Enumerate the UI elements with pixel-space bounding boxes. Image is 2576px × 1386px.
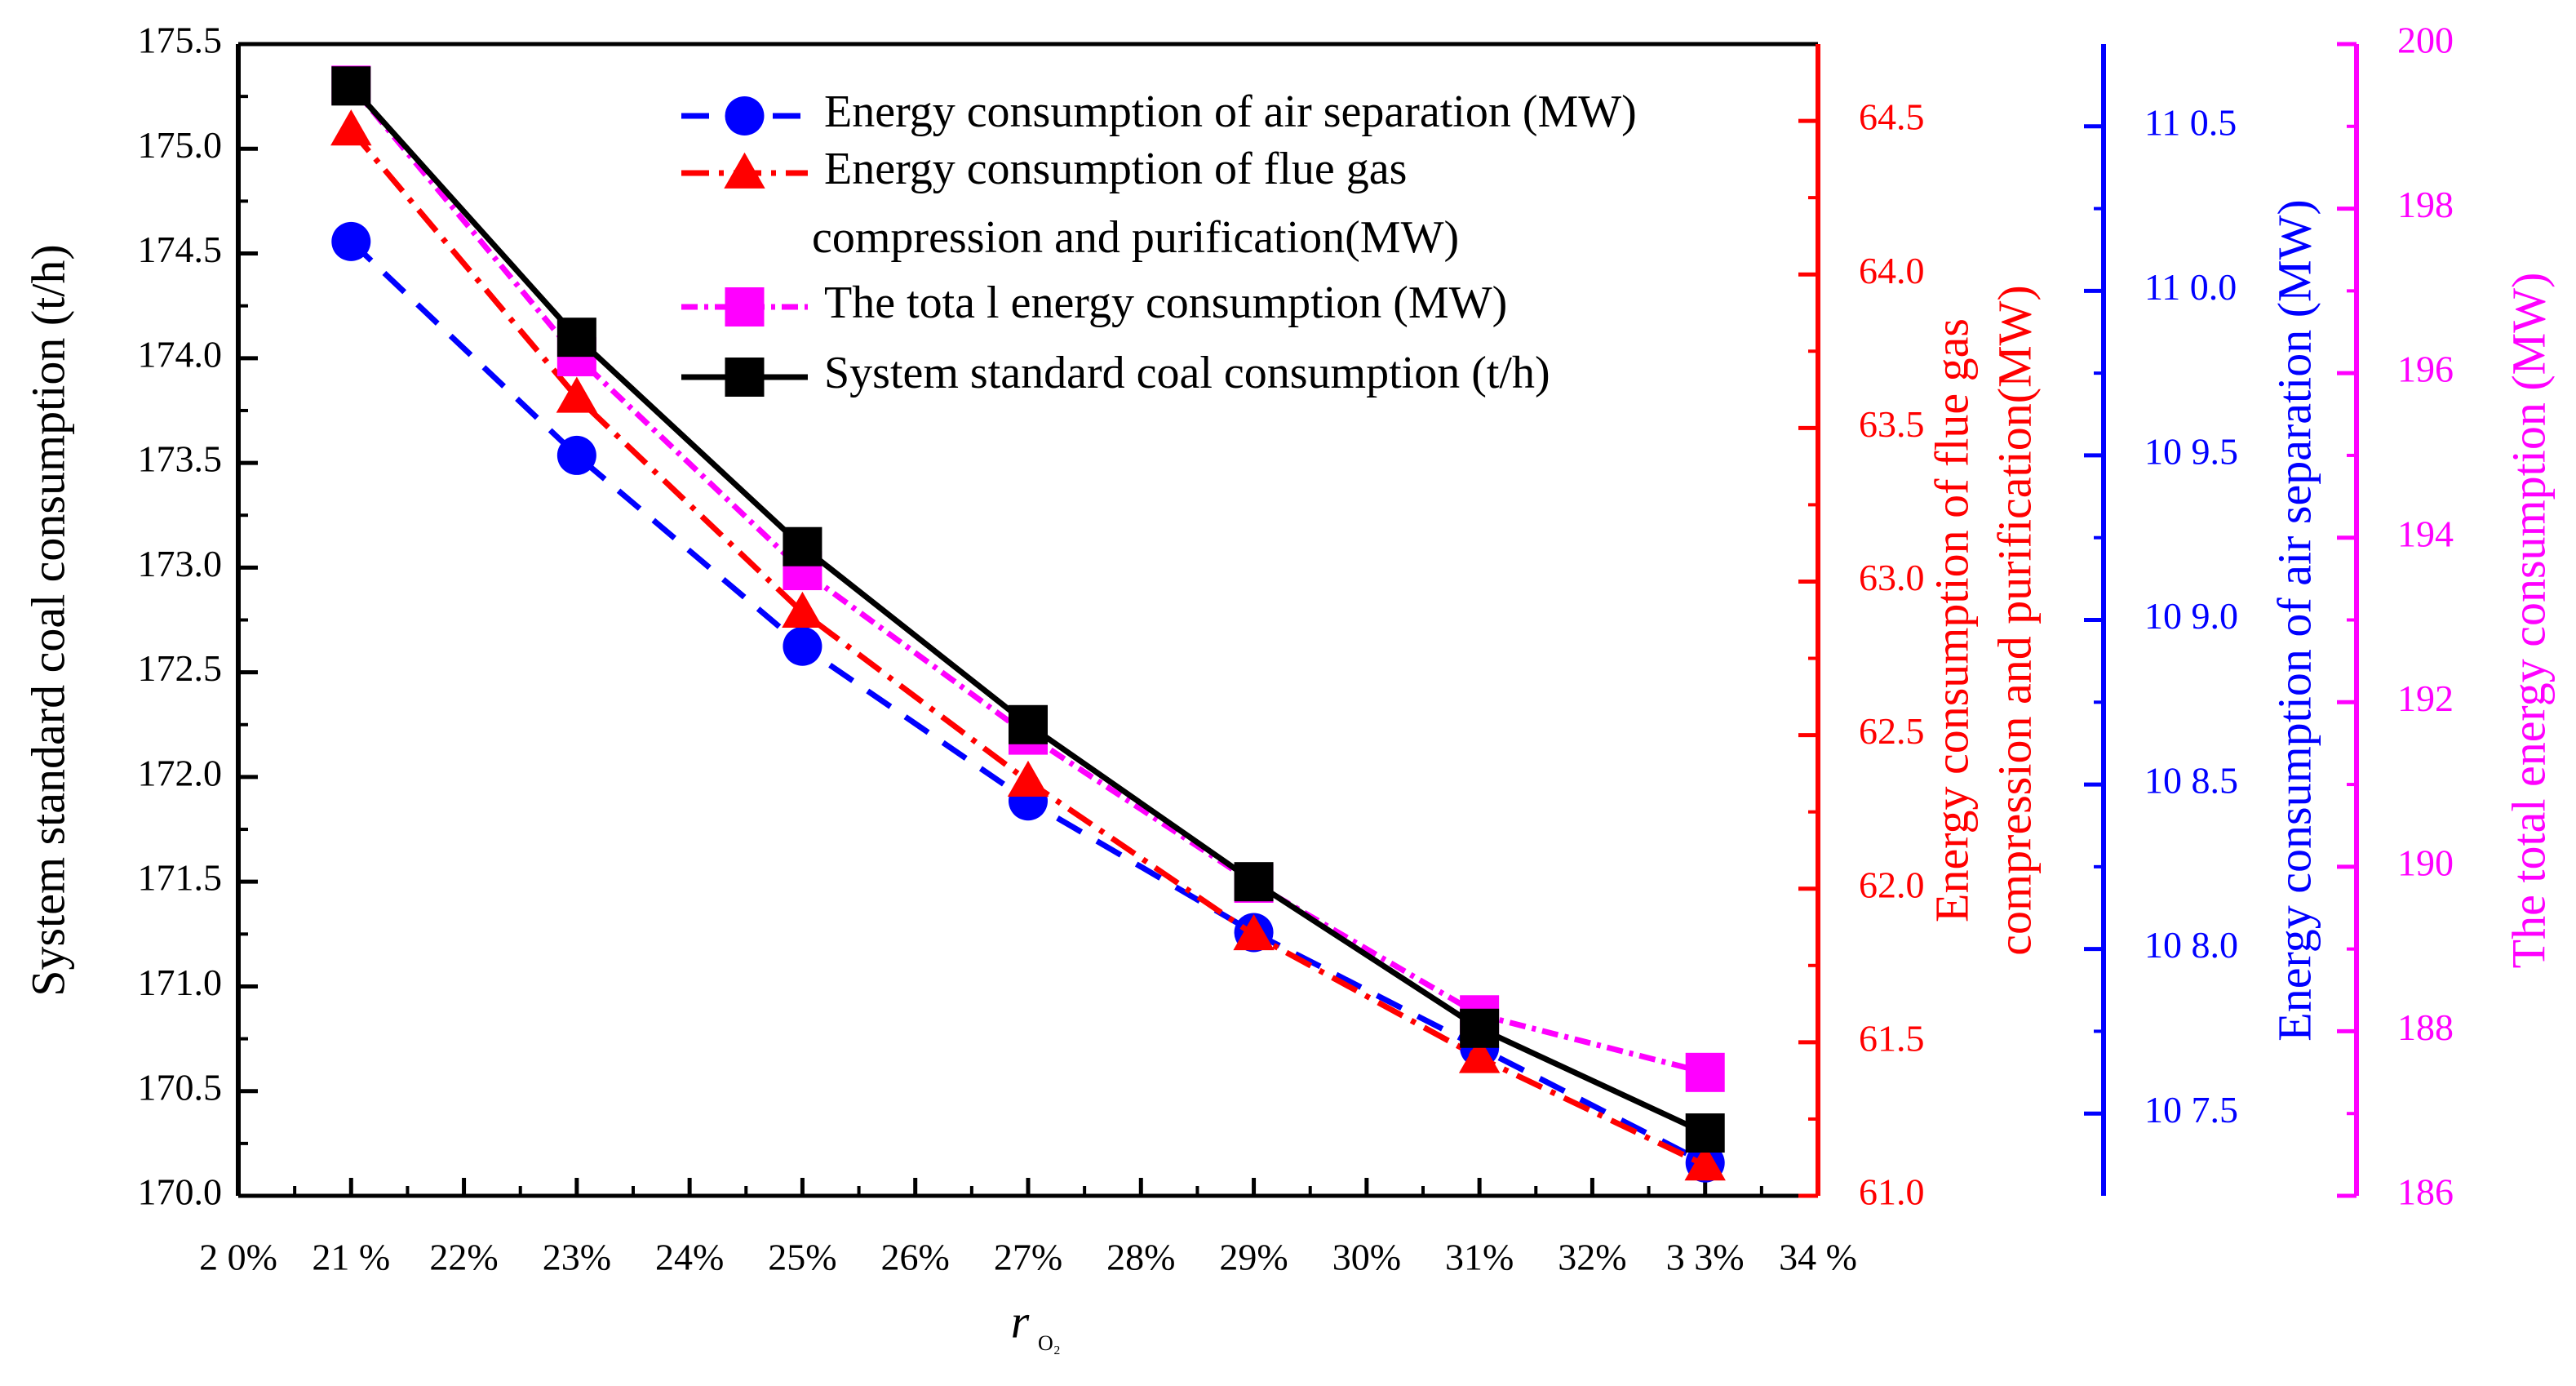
air-tick-label: 10 8.0: [2144, 924, 2238, 966]
total-tick-label: 192: [2397, 677, 2454, 719]
data-point: [1009, 704, 1048, 744]
coal-tick-label: 175.0: [138, 124, 223, 166]
data-point: [724, 152, 765, 189]
data-point: [556, 318, 596, 358]
x-axis-title: r: [1011, 1295, 1030, 1348]
x-tick-label: 26%: [881, 1237, 950, 1278]
x-tick-label: 34 %: [1779, 1237, 1857, 1278]
fgc-axis-title-line2: compression and purification(MW): [1988, 285, 2041, 955]
fgc-axis-title-line1: Energy consumption of flue gas: [1925, 318, 1978, 922]
total-axis-title: The total energy consumption (MW): [2502, 273, 2555, 969]
x-tick-label: 31%: [1445, 1237, 1514, 1278]
total-tick-label: 198: [2397, 184, 2454, 225]
data-point: [725, 96, 765, 135]
x-tick-label: 27%: [994, 1237, 1062, 1278]
coal-tick-label: 175.5: [138, 20, 223, 61]
legend-label: Energy consumption of flue gas: [824, 144, 1407, 194]
air-tick-label: 10 9.5: [2144, 430, 2238, 472]
fgc-tick-label: 64.5: [1859, 96, 1925, 138]
data-point: [1460, 1008, 1500, 1048]
air-tick-label: 10 8.5: [2144, 760, 2238, 802]
data-point: [330, 109, 372, 146]
x-tick-label: 30%: [1332, 1237, 1401, 1278]
data-point: [1458, 1037, 1501, 1073]
total-tick-label: 190: [2397, 842, 2454, 883]
legend-label: compression and purification(MW): [812, 212, 1459, 263]
air-tick-label: 11 0.0: [2144, 266, 2237, 308]
data-point: [783, 526, 822, 566]
coal-tick-label: 174.5: [138, 229, 223, 270]
fgc-tick-label: 64.0: [1859, 250, 1925, 291]
data-point: [725, 358, 765, 397]
total-tick-label: 200: [2397, 20, 2454, 61]
data-point: [782, 591, 823, 628]
coal-tick-label: 171.0: [138, 962, 223, 1003]
x-axis-title-subscript: O₂: [1038, 1331, 1061, 1355]
total-tick-label: 194: [2397, 513, 2454, 554]
legend-label: Energy consumption of air separation (MW…: [824, 87, 1637, 137]
coal-axis-title: System standard coal consumption (t/h): [21, 244, 74, 996]
data-point: [783, 626, 822, 666]
series-coal: [331, 66, 1725, 1153]
series-group: [330, 65, 1726, 1183]
x-tick-label: 29%: [1219, 1237, 1288, 1278]
data-point: [1685, 1052, 1725, 1092]
coal-tick-label: 170.0: [138, 1171, 223, 1213]
x-tick-label: 22%: [429, 1237, 498, 1278]
total-tick-label: 196: [2397, 349, 2454, 390]
fgc-tick-label: 62.5: [1859, 710, 1925, 752]
data-point: [556, 435, 596, 475]
x-tick-label: 25%: [768, 1237, 836, 1278]
coal-tick-label: 172.5: [138, 647, 223, 689]
coal-tick-label: 173.0: [138, 543, 223, 584]
x-tick-label: 3 3%: [1666, 1237, 1745, 1278]
legend-label: The tota l energy consumption (MW): [824, 278, 1507, 328]
data-point: [1685, 1113, 1725, 1153]
fgc-tick-label: 61.0: [1859, 1171, 1925, 1213]
air-tick-label: 10 9.0: [2144, 595, 2238, 637]
legend-group: Energy consumption of air separation (MW…: [681, 87, 1637, 398]
x-tick-label: 28%: [1106, 1237, 1175, 1278]
air-axis-title: Energy consumption of air separation (MW…: [2268, 199, 2321, 1041]
coal-tick-label: 173.5: [138, 438, 223, 480]
total-tick-label: 188: [2397, 1006, 2454, 1048]
fgc-tick-label: 62.0: [1859, 864, 1925, 905]
data-point: [1234, 862, 1274, 902]
x-tick-label: 23%: [543, 1237, 611, 1278]
data-point: [331, 66, 371, 106]
x-tick-label: 24%: [655, 1237, 724, 1278]
data-point: [1684, 1144, 1726, 1181]
air-tick-label: 11 0.5: [2144, 101, 2237, 143]
coal-tick-label: 170.5: [138, 1066, 223, 1108]
axes-group: 2 0% 21 % 22% 23% 24% 25% 26% 27% 28% 29% 30% 31% 32…: [21, 20, 2555, 1355]
fgc-tick-label: 63.0: [1859, 557, 1925, 598]
x-tick-label: 32%: [1558, 1237, 1626, 1278]
data-point: [1007, 760, 1049, 797]
air-tick-label: 10 7.5: [2144, 1089, 2238, 1131]
coal-tick-label: 171.5: [138, 857, 223, 899]
data-point: [725, 287, 765, 327]
fgc-tick-label: 63.5: [1859, 403, 1925, 445]
total-tick-label: 186: [2397, 1171, 2454, 1213]
coal-tick-label: 174.0: [138, 333, 223, 375]
data-point: [556, 376, 598, 413]
x-tick-label: 21 %: [312, 1237, 390, 1278]
fgc-tick-label: 61.5: [1859, 1017, 1925, 1059]
data-point: [1233, 913, 1275, 951]
data-point: [331, 221, 371, 261]
legend-label: System standard coal consumption (t/h): [824, 348, 1550, 398]
coal-tick-label: 172.0: [138, 752, 223, 793]
x-tick-label: 2 0%: [199, 1237, 277, 1278]
series-fgc: [330, 109, 1726, 1181]
